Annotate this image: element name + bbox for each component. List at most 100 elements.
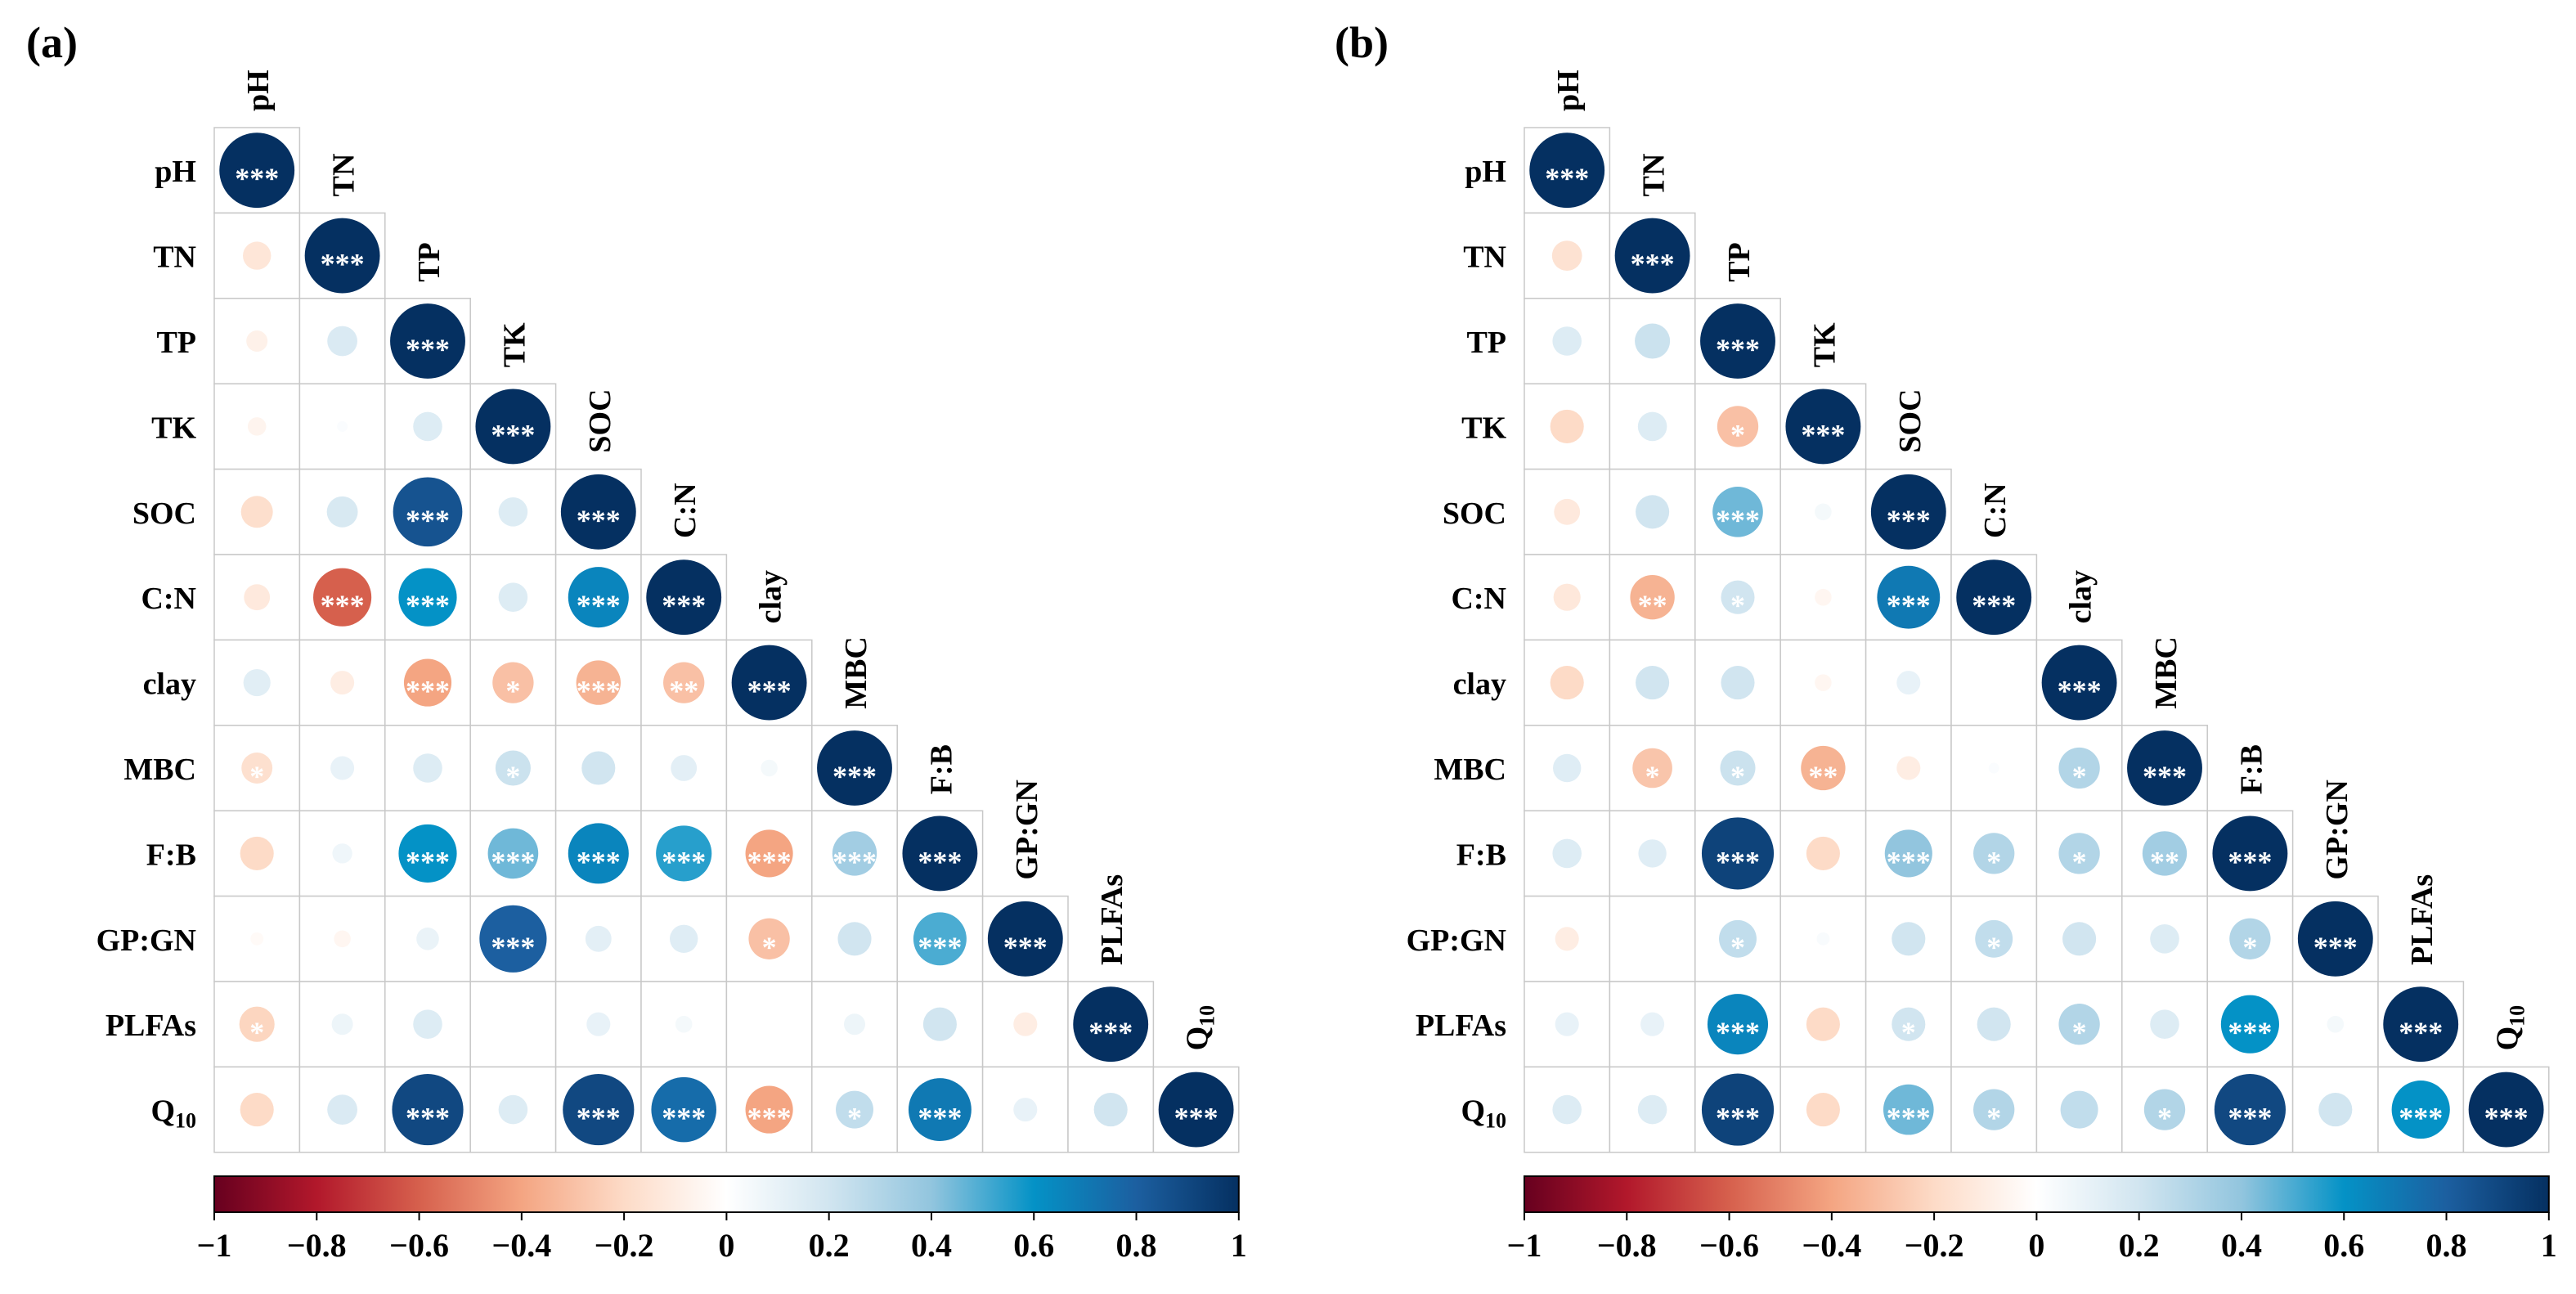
significance-label: ***	[1545, 162, 1589, 195]
row-label-tp: TP	[156, 326, 196, 360]
corr-circle-mbc-clay	[2058, 747, 2100, 789]
corr-circle-tp-tp	[1700, 303, 1775, 379]
significance-label: ***	[1716, 333, 1760, 366]
corr-circle-plfas-c-n	[675, 1015, 693, 1033]
significance-label: **	[1638, 589, 1667, 622]
corr-circle-soc-tp	[1712, 486, 1763, 537]
corr-circle-tn-ph	[1551, 240, 1582, 271]
row-label-tk: TK	[151, 411, 196, 445]
corr-circle-c-n-tp	[1721, 580, 1755, 614]
col-label-c-n: C:N	[1978, 483, 2013, 538]
col-label-tk: TK	[497, 322, 532, 367]
corr-circle-q10-ph	[240, 1093, 274, 1127]
corr-circle-f-b-c-n	[656, 825, 712, 882]
significance-label: *	[1986, 931, 2001, 964]
corr-circle-plfas-mbc	[844, 1013, 865, 1036]
row-label-tn: TN	[153, 240, 196, 275]
significance-label: ***	[1716, 1016, 1760, 1049]
significance-label: ***	[406, 589, 450, 622]
significance-label: ***	[2058, 675, 2102, 708]
corr-circle-plfas-f-b	[922, 1007, 957, 1041]
col-label-f-b: F:B	[2234, 744, 2269, 794]
colorbar-tick-label: 0.6	[2323, 1227, 2364, 1264]
corr-circle-mbc-ph	[1553, 753, 1582, 783]
corr-circle-f-b-clay	[2058, 833, 2100, 874]
corr-circle-soc-tp	[393, 477, 463, 547]
corr-circle-plfas-tp	[413, 1009, 442, 1039]
corr-circle-q10-plfas	[2391, 1081, 2450, 1139]
corr-circle-f-b-f-b	[2212, 815, 2288, 892]
significance-label: ***	[2399, 1102, 2443, 1134]
corr-circle-f-b-tn	[332, 843, 352, 864]
corr-circle-gp-gn-gp-gn	[2297, 901, 2373, 977]
corr-circle-mbc-ph	[241, 753, 273, 784]
corr-circle-q10-gp-gn	[1013, 1098, 1038, 1122]
corr-circle-plfas-tk	[1806, 1007, 1840, 1041]
corr-circle-plfas-ph	[239, 1006, 275, 1042]
col-label-tn: TN	[1637, 154, 1672, 197]
col-label-f-b: F:B	[924, 744, 958, 794]
significance-label: ***	[577, 675, 621, 708]
corr-circle-tk-ph	[1550, 409, 1584, 443]
row-label-mbc: MBC	[123, 753, 196, 787]
significance-label: *	[505, 675, 520, 708]
col-label-clay: clay	[754, 570, 788, 623]
corr-circle-q10-mbc	[836, 1090, 873, 1129]
colorbar-tick-label: 0.8	[2426, 1227, 2467, 1264]
corr-circle-clay-ph	[243, 669, 271, 697]
corr-circle-gp-gn-tn	[334, 930, 351, 948]
cell	[1950, 639, 2038, 726]
corr-circle-q10-soc	[1883, 1084, 1934, 1135]
significance-label: ***	[491, 845, 535, 878]
corr-circle-q10-c-n	[651, 1076, 716, 1143]
colorbar-tick-label: 0.6	[1013, 1227, 1054, 1264]
significance-label: ***	[918, 845, 962, 878]
significance-label: ***	[747, 845, 792, 878]
corr-circle-tp-ph	[246, 330, 268, 352]
significance-label: ***	[406, 333, 450, 366]
colorbar-tick-label: 0	[718, 1227, 734, 1264]
row-label-f-b: F:B	[146, 838, 196, 872]
significance-label: ***	[321, 248, 365, 281]
significance-label: *	[505, 760, 520, 793]
corr-circle-clay-ph	[1550, 666, 1584, 700]
corr-circle-f-b-mbc	[2142, 831, 2188, 876]
significance-label: ***	[491, 931, 535, 964]
significance-label: **	[669, 675, 698, 708]
corr-circle-tn-tn	[304, 218, 380, 294]
corr-circle-f-b-soc	[1884, 829, 1932, 878]
corr-circle-gp-gn-c-n	[670, 924, 698, 953]
significance-label: ***	[662, 845, 706, 878]
significance-label: ***	[747, 675, 792, 708]
corr-circle-q10-q10	[2468, 1072, 2544, 1148]
significance-label: ***	[1972, 589, 2016, 622]
corr-circle-plfas-tn	[331, 1013, 353, 1036]
corr-circle-tk-tp	[413, 411, 442, 442]
significance-label: *	[2072, 760, 2087, 793]
significance-label: ***	[2228, 845, 2272, 878]
row-label-mbc: MBC	[1434, 753, 1506, 787]
colorbar-tick-label: 1	[1231, 1227, 1247, 1264]
corr-circle-f-b-mbc	[832, 831, 877, 876]
corr-circle-c-n-soc	[568, 567, 629, 628]
significance-label: ***	[2143, 760, 2187, 793]
corr-circle-gp-gn-clay	[748, 918, 790, 959]
colorbar	[213, 1175, 1240, 1213]
corr-circle-tk-tk	[1785, 389, 1861, 465]
corr-circle-q10-q10	[1158, 1072, 1234, 1148]
significance-label: ***	[918, 931, 962, 964]
significance-label: ***	[1631, 248, 1675, 281]
corr-circle-c-n-tn	[1630, 575, 1675, 620]
significance-label: **	[1808, 760, 1838, 793]
significance-label: ***	[577, 845, 621, 878]
corr-circle-mbc-tp	[1720, 750, 1756, 786]
significance-label: ***	[577, 589, 621, 622]
corr-circle-mbc-clay	[761, 759, 778, 777]
corr-circle-f-b-tp	[1701, 817, 1775, 890]
colorbar-tick-label: −0.2	[1905, 1227, 1964, 1264]
col-label-q10: Q10	[2491, 1005, 2529, 1051]
corr-circle-tn-ph	[243, 241, 272, 270]
corr-circle-tk-ph	[247, 417, 267, 436]
corr-circle-q10-soc	[563, 1074, 635, 1146]
